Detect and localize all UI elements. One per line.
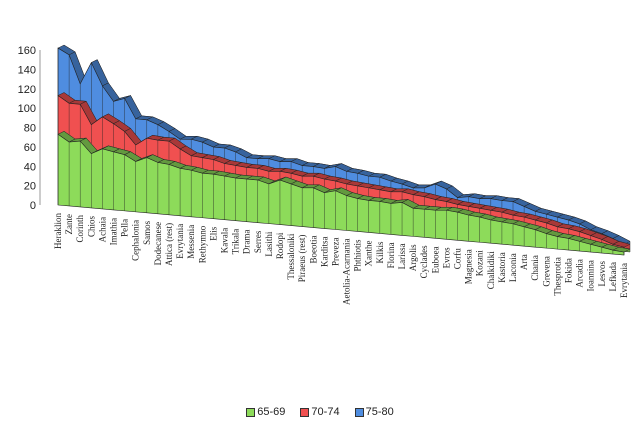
x-tick-label: Lesvos [597, 261, 607, 287]
x-tick-label: Cephalonia [131, 220, 141, 261]
y-tick-label: 120 [18, 84, 36, 96]
y-tick-label: 160 [18, 45, 36, 57]
legend-item-70-74: 70-74 [300, 406, 340, 419]
x-tick-label: Imathia [108, 218, 118, 246]
x-axis: Heraklion Zante Corinth Chios Achaia Imathia P… [53, 213, 629, 305]
x-tick-label: Corfu [453, 248, 463, 269]
x-tick-label: Messenia [186, 225, 196, 259]
x-tick-label: Corinth [75, 214, 85, 242]
y-tick-label: 140 [18, 64, 36, 76]
x-tick-label: Preveza [330, 238, 340, 266]
legend: 65-69 70-74 75-80 [0, 406, 640, 418]
x-tick-label: Lefkada [608, 262, 618, 291]
x-tick-label: Evrytania [175, 224, 185, 259]
x-tick-label: Thesprotia [552, 257, 562, 296]
legend-label-75-80: 75-80 [365, 406, 394, 419]
x-tick-label: Boeotia [308, 236, 318, 264]
x-tick-label: Cyclades [419, 245, 429, 278]
x-tick-label: Fokida [564, 258, 574, 283]
x-tick-label: Arta [519, 254, 529, 270]
x-tick-label: Thessaloniki [286, 233, 296, 279]
x-tick-label: Chios [86, 215, 96, 237]
x-tick-label: Rethymno [197, 225, 207, 263]
y-tick-label: 60 [24, 142, 36, 154]
x-tick-label: Karditsa [319, 237, 329, 268]
legend-swatch-70-74 [300, 407, 310, 417]
x-tick-label: Euboea [430, 246, 440, 273]
x-tick-label: Dodecanese [153, 222, 163, 265]
x-tick-label: Piraeus (rest) [297, 235, 307, 283]
x-tick-label: Evros [441, 247, 451, 268]
x-tick-label: Phthiotis [353, 239, 363, 272]
series-70-74 [57, 92, 631, 253]
x-tick-label: Rodopi [275, 232, 285, 259]
x-tick-label: Trikala [231, 229, 241, 255]
x-tick-label: Elis [208, 226, 218, 240]
legend-label-65-69: 65-69 [257, 406, 286, 419]
x-tick-label: Chalkidiki [486, 251, 496, 289]
series-65-69 [57, 130, 631, 256]
plot-area [57, 44, 631, 256]
x-tick-label: Kastoria [497, 252, 507, 283]
legend-label-70-74: 70-74 [311, 406, 340, 419]
x-tick-label: Aetolia-Acarnania [342, 238, 352, 304]
x-tick-label: Drama [242, 230, 252, 255]
x-tick-label: Arcadia [575, 259, 585, 287]
y-tick-label: 80 [24, 123, 36, 135]
x-tick-label: Florina [386, 242, 396, 268]
x-tick-label: Chania [530, 255, 540, 281]
legend-swatch-65-69 [246, 407, 256, 417]
x-tick-label: Laconia [508, 253, 518, 282]
x-tick-label: Ioannina [586, 260, 596, 292]
x-tick-label: Achaia [97, 217, 107, 242]
x-tick-label: Xanthe [364, 240, 374, 266]
x-tick-label: Kavala [219, 228, 229, 253]
y-tick-label: 100 [18, 103, 36, 115]
legend-swatch-75-80 [354, 407, 364, 417]
x-tick-label: Zante [64, 214, 74, 235]
x-tick-label: Pella [120, 219, 130, 237]
x-tick-label: Heraklion [53, 213, 63, 249]
x-tick-label: Argolis [408, 244, 418, 271]
x-tick-label: Lasithi [264, 231, 274, 256]
x-tick-label: Magnesia [464, 249, 474, 284]
x-tick-label: Kilkis [375, 241, 385, 264]
x-tick-label: Samos [142, 220, 152, 245]
x-tick-label: Attica (rest) [164, 223, 174, 266]
legend-item-75-80: 75-80 [354, 406, 394, 419]
x-tick-label: Kozani [475, 250, 485, 276]
x-tick-label: Serres [253, 230, 263, 253]
x-tick-label: Evrytania [619, 263, 629, 298]
x-tick-label: Larissa [397, 243, 407, 269]
y-axis: 0 20 40 60 80 100 120 140 160 [18, 45, 41, 212]
y-tick-label: 20 [24, 181, 36, 193]
x-tick-label: Grevena [541, 256, 551, 286]
y-tick-label: 40 [24, 161, 36, 173]
legend-item-65-69: 65-69 [246, 406, 285, 418]
y-tick-label: 0 [30, 200, 36, 212]
